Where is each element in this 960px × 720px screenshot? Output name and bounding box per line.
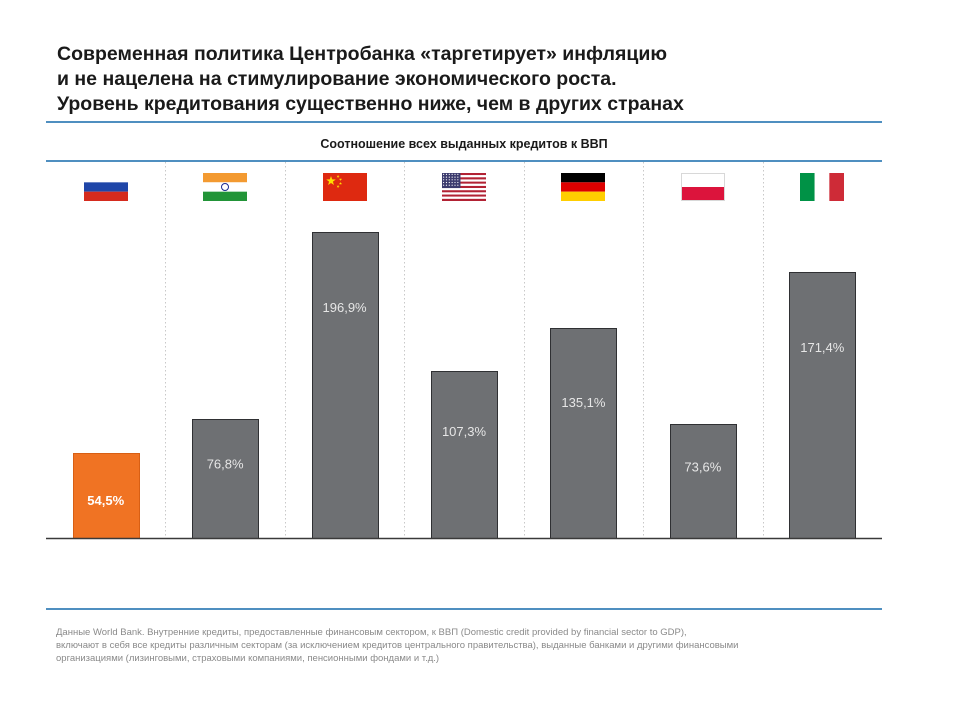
source-footnote: Данные World Bank. Внутренние кредиты, п… (56, 626, 876, 665)
germany-flag (561, 173, 605, 201)
bar-russia (73, 453, 140, 539)
italy-flag (800, 173, 844, 201)
bar-value-label: 196,9% (323, 300, 368, 315)
bar-germany (550, 328, 617, 539)
russia-flag (84, 173, 128, 201)
footnote-line-2: включают в себя все кредиты различным се… (56, 640, 739, 651)
bar-usa (431, 371, 498, 539)
footnote-line-3: организациями (лизинговыми, страховыми к… (56, 653, 440, 664)
bar-italy (789, 272, 856, 539)
india-flag (203, 173, 247, 201)
usa-flag (442, 173, 486, 201)
footer-rule (46, 608, 882, 610)
bar-china (312, 232, 379, 539)
china-flag (323, 173, 367, 201)
footnote-line-1: Данные World Bank. Внутренние кредиты, п… (56, 627, 687, 638)
bar-value-label: 171,4% (800, 340, 845, 355)
bar-value-label: 54,5% (87, 493, 124, 508)
chart-title-rule (46, 160, 882, 162)
title-line-3: Уровень кредитования существенно ниже, ч… (57, 93, 684, 115)
bar-value-label: 73,6% (684, 460, 721, 475)
bar-value-label: 107,3% (442, 424, 487, 439)
title-line-1: Современная политика Центробанка «таргет… (57, 43, 668, 65)
bar-value-label: 76,8% (207, 456, 244, 471)
bar-value-label: 135,1% (561, 395, 606, 410)
header-rule (46, 121, 882, 123)
page-title: Современная политика Центробанка «таргет… (57, 42, 917, 117)
bar-india (192, 419, 259, 539)
poland-flag (681, 173, 725, 201)
title-line-2: и не нацелена на стимулирование экономич… (57, 68, 617, 90)
bar-poland (670, 424, 737, 539)
chart-title: Соотношение всех выданных кредитов к ВВП (320, 137, 608, 151)
